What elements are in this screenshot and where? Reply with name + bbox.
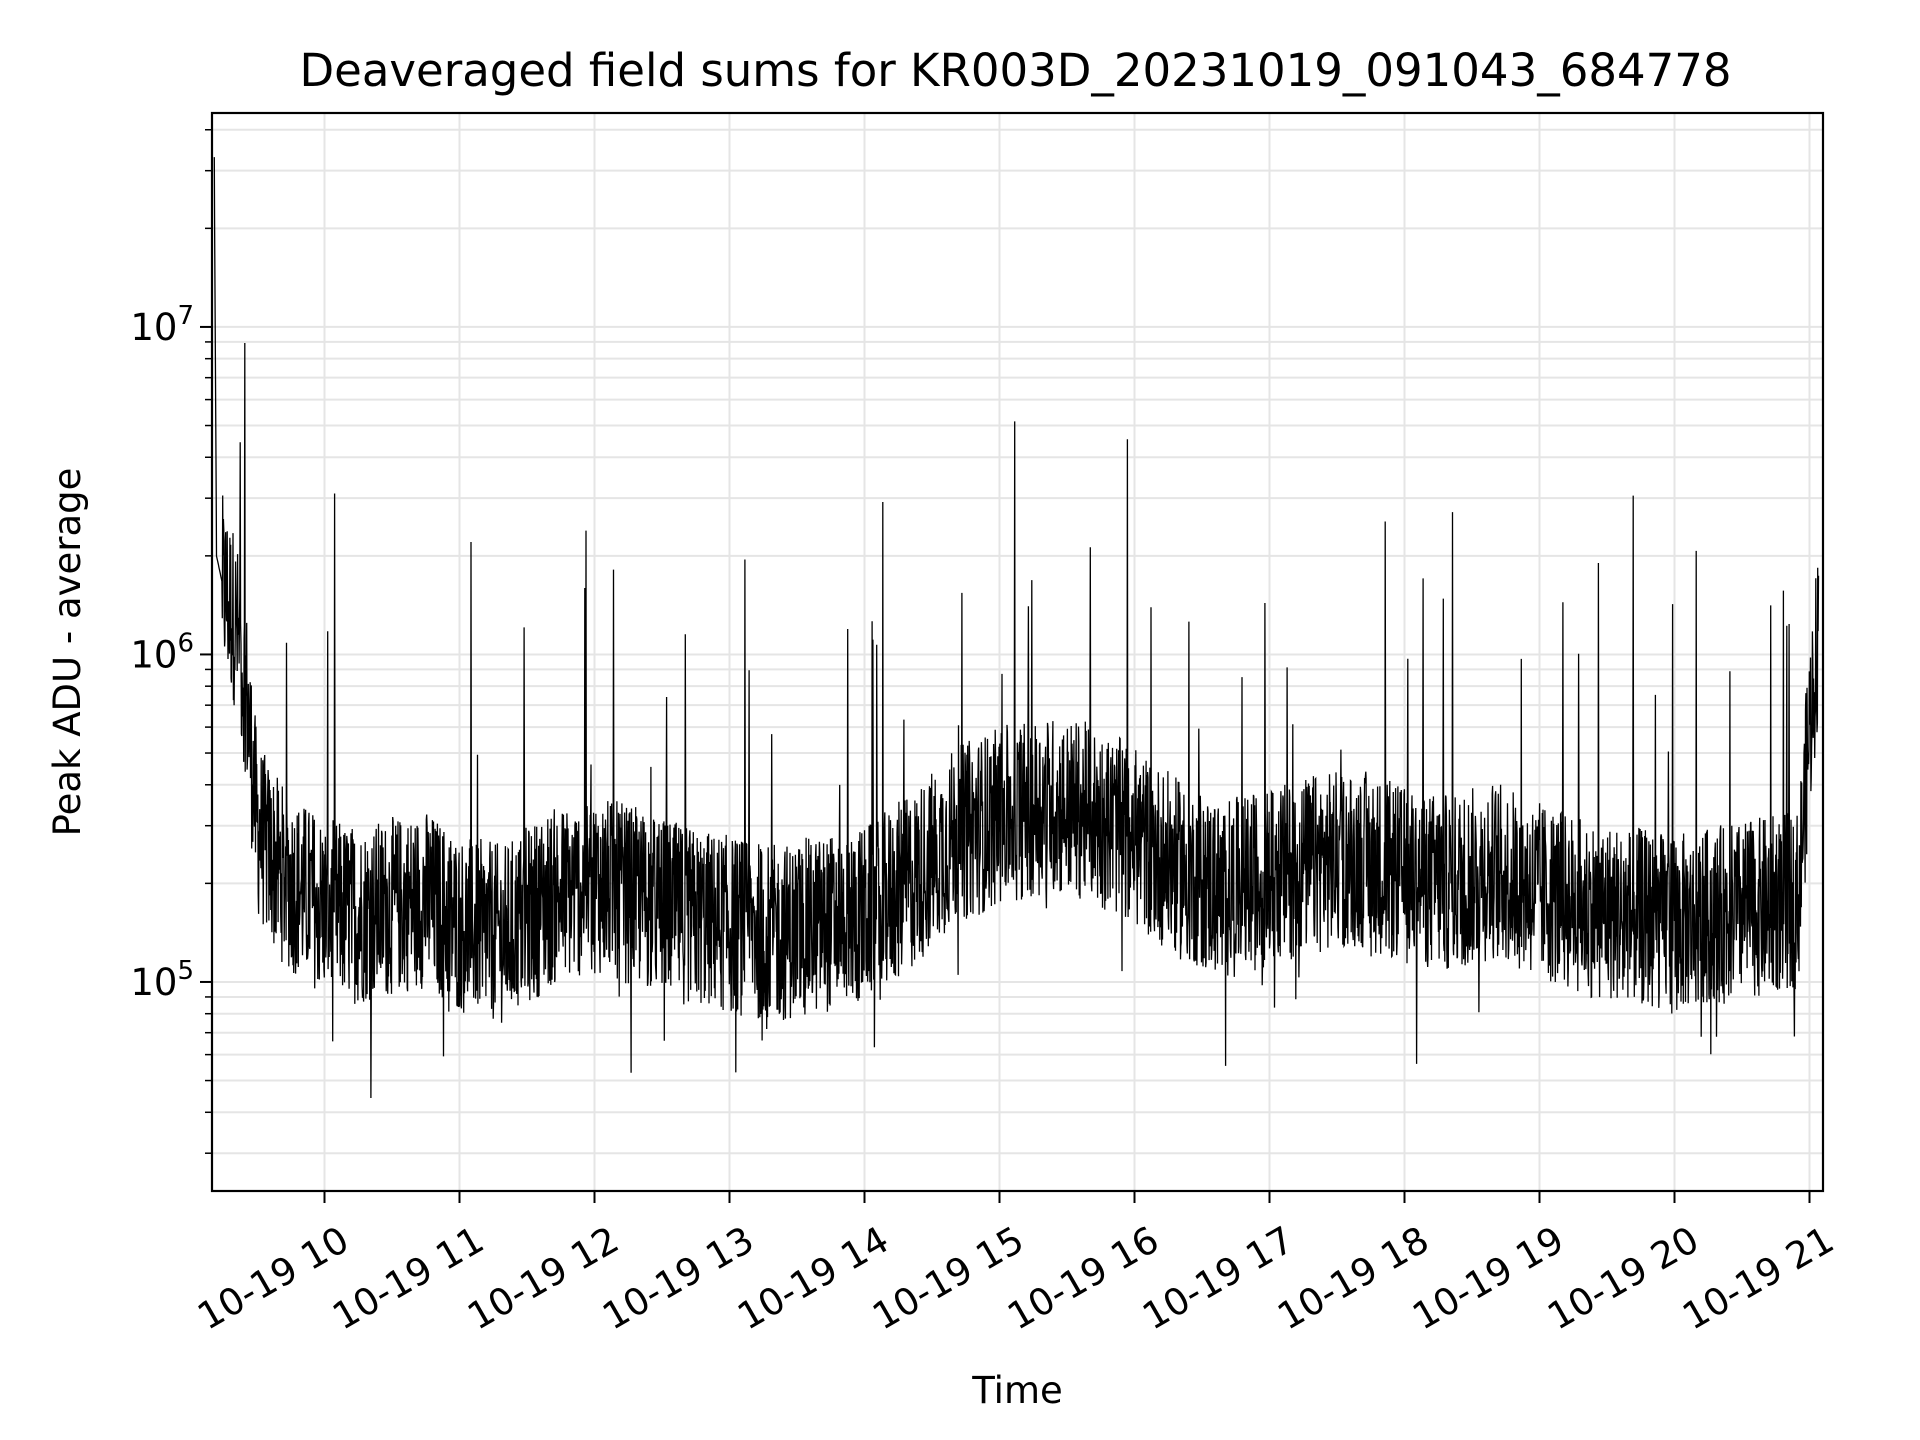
y-tick-base: 10 [130, 961, 177, 1004]
x-axis-label: Time [971, 1369, 1063, 1412]
y-tick-base: 10 [130, 306, 177, 349]
y-tick-base: 10 [130, 633, 177, 676]
y-tick-label: 107 [130, 301, 194, 349]
y-tick-exponent: 5 [177, 956, 194, 986]
grid [212, 113, 1823, 1191]
chart-title: Deaveraged field sums for KR003D_2023101… [300, 44, 1732, 97]
y-tick-exponent: 6 [177, 628, 194, 658]
y-tick-label: 105 [130, 956, 194, 1004]
plot-frame [210, 111, 1825, 1193]
y-tick-label: 106 [130, 628, 194, 676]
y-axis-label: Peak ADU - average [46, 468, 89, 837]
y-tick-exponent: 7 [177, 301, 194, 331]
series-layer [213, 157, 1820, 1099]
series-line [213, 157, 1820, 1099]
